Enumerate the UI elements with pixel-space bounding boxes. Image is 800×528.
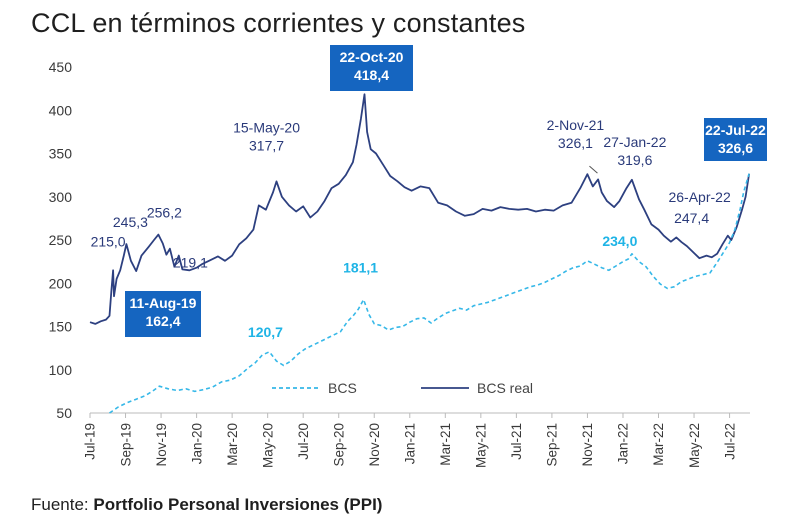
y-tick-label: 250 bbox=[49, 232, 73, 248]
x-tick-label: Mar-21 bbox=[438, 423, 453, 466]
highlight-box-value: 418,4 bbox=[354, 67, 389, 83]
annotation-label: 317,7 bbox=[249, 137, 284, 153]
x-tick-label: May-20 bbox=[260, 423, 275, 468]
x-tick-label: Jan-22 bbox=[616, 423, 631, 464]
highlight-box-date: 11-Aug-19 bbox=[130, 295, 197, 311]
legend-label: BCS bbox=[328, 380, 357, 396]
annotation-label: 247,4 bbox=[674, 210, 709, 226]
annotation-leader bbox=[589, 165, 598, 174]
x-tick-label: Jan-20 bbox=[189, 423, 204, 464]
y-tick-label: 100 bbox=[49, 362, 73, 378]
highlight-box-value: 162,4 bbox=[145, 313, 180, 329]
annotation-label: 219,1 bbox=[173, 255, 208, 271]
y-axis: 50 100 150 200 250 300 350 400 450 bbox=[49, 59, 73, 421]
y-tick-label: 400 bbox=[49, 102, 73, 118]
y-tick-label: 350 bbox=[49, 146, 73, 162]
x-tick-label: May-22 bbox=[687, 423, 702, 468]
source-label: Fuente: bbox=[31, 495, 89, 514]
annotation-label: 26-Apr-22 bbox=[668, 189, 730, 205]
y-tick-label: 50 bbox=[56, 405, 72, 421]
source-text: Portfolio Personal Inversiones (PPI) bbox=[93, 495, 383, 514]
x-axis: Jul-19 Sep-19 Nov-19 Jan-20 Mar-20 May-20 Jul-… bbox=[83, 412, 750, 468]
y-tick-label: 200 bbox=[49, 275, 73, 291]
x-tick-label: Jul-19 bbox=[83, 423, 98, 460]
source-line: Fuente: Portfolio Personal Inversiones (… bbox=[31, 495, 382, 515]
annotation-label: 27-Jan-22 bbox=[603, 134, 666, 150]
series-line-bcs bbox=[109, 173, 750, 414]
x-tick-label: Nov-21 bbox=[580, 423, 595, 467]
y-tick-label: 450 bbox=[49, 59, 73, 75]
highlight-box bbox=[330, 45, 413, 91]
x-tick-label: Sep-21 bbox=[545, 423, 560, 467]
annotation-label: 256,2 bbox=[147, 205, 182, 221]
chart-title: CCL en términos corrientes y constantes bbox=[31, 8, 526, 38]
highlight-box-value: 326,6 bbox=[718, 140, 753, 156]
chart-area: 50 100 150 200 250 300 350 400 450 Jul-19 Sep-19 N… bbox=[49, 45, 767, 468]
series-lines bbox=[89, 93, 750, 414]
x-tick-label: Jul-21 bbox=[509, 423, 524, 460]
y-tick-label: 300 bbox=[49, 189, 73, 205]
legend-label: BCS real bbox=[477, 380, 533, 396]
highlight-box-date: 22-Jul-22 bbox=[705, 122, 766, 138]
annotation-label: 245,3 bbox=[113, 214, 148, 230]
x-tick-label: Nov-19 bbox=[154, 423, 169, 467]
highlight-box bbox=[125, 291, 201, 337]
annotation-label: 181,1 bbox=[343, 260, 378, 276]
annotation-label: 215,0 bbox=[91, 233, 126, 249]
annotation-label: 15-May-20 bbox=[233, 119, 300, 135]
x-tick-label: Mar-20 bbox=[225, 423, 240, 466]
x-tick-label: Jul-22 bbox=[722, 423, 737, 460]
x-tick-label: Jul-20 bbox=[296, 423, 311, 460]
annotation-label: 234,0 bbox=[602, 233, 637, 249]
annotation-label: 326,1 bbox=[558, 135, 593, 151]
legend: BCS BCS real bbox=[272, 380, 533, 396]
annotation-label: 2-Nov-21 bbox=[547, 117, 605, 133]
x-tick-label: Sep-20 bbox=[331, 423, 346, 467]
highlight-box-date: 22-Oct-20 bbox=[340, 49, 404, 65]
annotation-label: 120,7 bbox=[248, 324, 283, 340]
annotation-label: 319,6 bbox=[617, 152, 652, 168]
x-tick-label: Nov-20 bbox=[367, 423, 382, 467]
x-tick-label: Sep-19 bbox=[118, 423, 133, 467]
series-line-bcs-real bbox=[89, 93, 750, 325]
highlight-box bbox=[704, 118, 767, 161]
x-tick-label: Jan-21 bbox=[403, 423, 418, 464]
x-tick-label: Mar-22 bbox=[651, 423, 666, 466]
y-tick-label: 150 bbox=[49, 319, 73, 335]
x-tick-label: May-21 bbox=[474, 423, 489, 468]
